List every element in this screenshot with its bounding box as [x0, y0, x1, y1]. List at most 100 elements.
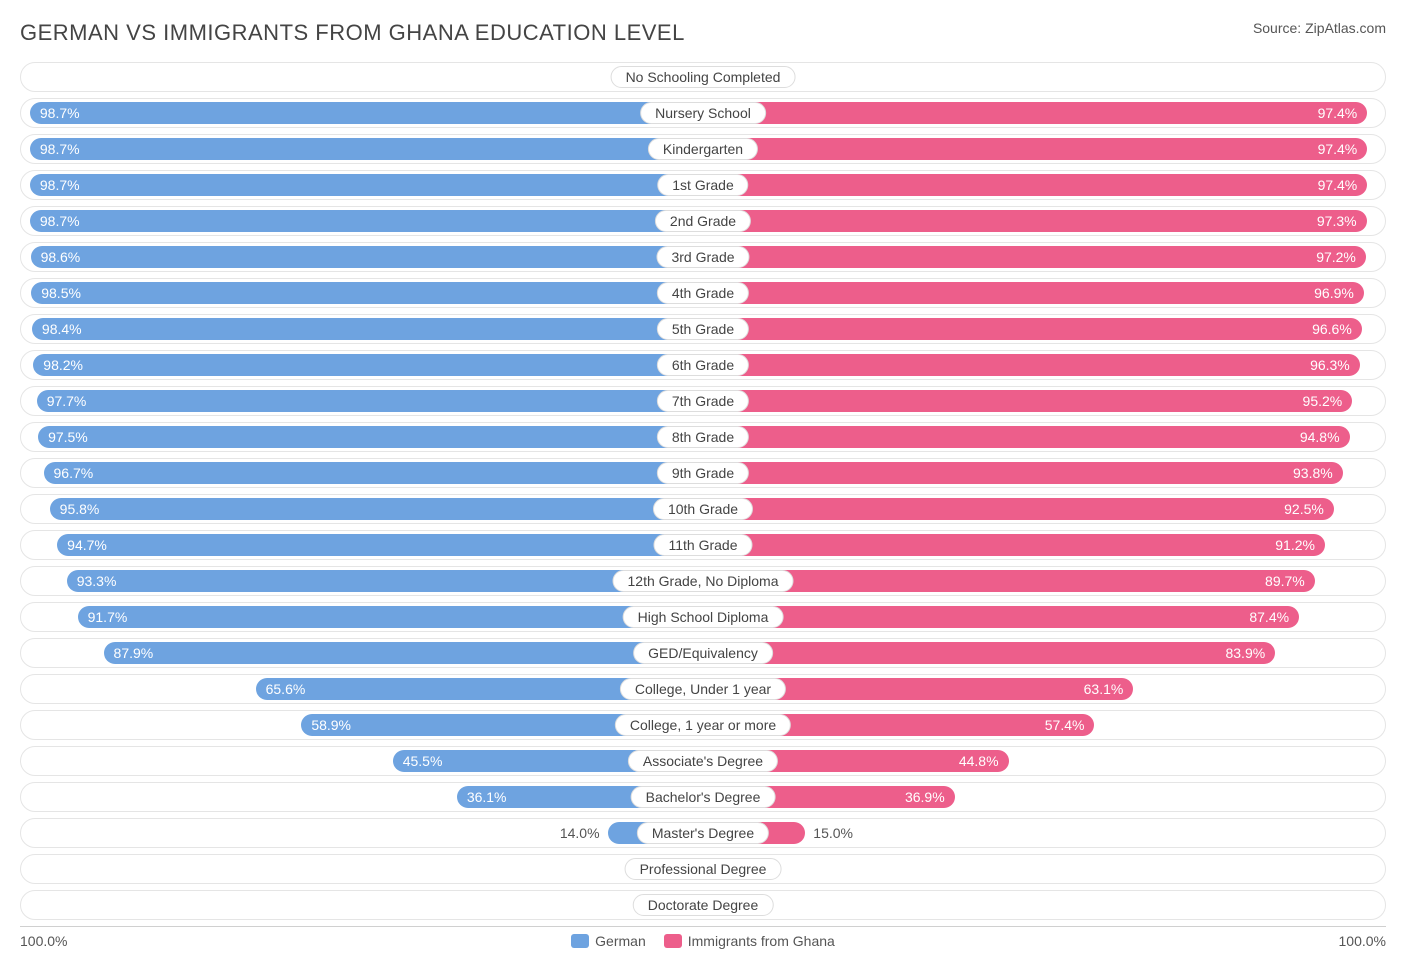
chart-row: 4.1%4.1%Professional Degree: [20, 854, 1386, 884]
bar-left: 98.7%: [30, 138, 703, 160]
value-left: 93.3%: [77, 573, 117, 589]
legend-label-ghana: Immigrants from Ghana: [688, 933, 835, 949]
category-label: 10th Grade: [653, 498, 753, 520]
category-label: 11th Grade: [653, 534, 752, 556]
value-right: 91.2%: [1275, 537, 1315, 553]
chart-title: GERMAN VS IMMIGRANTS FROM GHANA EDUCATIO…: [20, 20, 685, 46]
value-left: 98.7%: [40, 213, 80, 229]
value-right: 93.8%: [1293, 465, 1333, 481]
category-label: 3rd Grade: [656, 246, 749, 268]
value-left: 45.5%: [403, 753, 443, 769]
category-label: Nursery School: [640, 102, 766, 124]
legend-swatch-ghana: [664, 934, 682, 948]
axis-max-left: 100.0%: [20, 933, 80, 949]
chart-footer: 100.0% German Immigrants from Ghana 100.…: [20, 933, 1386, 949]
value-right: 87.4%: [1249, 609, 1289, 625]
value-right: 97.4%: [1318, 105, 1358, 121]
axis-rule: [20, 926, 1386, 927]
value-right: 83.9%: [1225, 645, 1265, 661]
bar-left: 93.3%: [67, 570, 703, 592]
chart-row: 36.1% 36.9% Bachelor's Degree: [20, 782, 1386, 812]
bar-right: 96.9%: [703, 282, 1364, 304]
chart-row: 98.7% 97.3% 2nd Grade: [20, 206, 1386, 236]
source-label: Source:: [1253, 20, 1301, 36]
value-left: 14.0%: [560, 825, 600, 841]
bar-left: 98.2%: [33, 354, 703, 376]
category-label: Master's Degree: [637, 822, 769, 844]
bar-left: 97.5%: [38, 426, 703, 448]
value-right: 36.9%: [905, 789, 945, 805]
value-right: 15.0%: [813, 825, 853, 841]
category-label: 9th Grade: [657, 462, 749, 484]
category-label: 6th Grade: [657, 354, 749, 376]
category-label: 2nd Grade: [655, 210, 751, 232]
value-right: 63.1%: [1084, 681, 1124, 697]
category-label: 5th Grade: [657, 318, 749, 340]
chart-row: 96.7% 93.8% 9th Grade: [20, 458, 1386, 488]
value-right: 96.6%: [1312, 321, 1352, 337]
chart-row: 45.5% 44.8% Associate's Degree: [20, 746, 1386, 776]
value-left: 87.9%: [114, 645, 154, 661]
chart-row: 95.8% 92.5% 10th Grade: [20, 494, 1386, 524]
category-label: Bachelor's Degree: [631, 786, 776, 808]
value-right: 95.2%: [1303, 393, 1343, 409]
diverging-bar-chart: 1.4%2.6%No Schooling Completed 98.7% 97.4%…: [20, 62, 1386, 920]
value-right: 92.5%: [1284, 501, 1324, 517]
bar-right: 95.2%: [703, 390, 1352, 412]
chart-row: 97.5%94.8%8th Grade: [20, 422, 1386, 452]
chart-row: 98.2% 96.3%6th Grade: [20, 350, 1386, 380]
value-right: 44.8%: [959, 753, 999, 769]
value-right: 97.4%: [1318, 177, 1358, 193]
bar-right: 97.4%: [703, 102, 1367, 124]
value-left: 94.7%: [67, 537, 107, 553]
bar-left: 96.7%: [44, 462, 703, 484]
bar-right: 96.6%: [703, 318, 1362, 340]
value-left: 98.6%: [41, 249, 81, 265]
chart-row: 98.5% 96.9%4th Grade: [20, 278, 1386, 308]
category-label: High School Diploma: [623, 606, 784, 628]
chart-row: 98.7% 97.4% Kindergarten: [20, 134, 1386, 164]
category-label: 1st Grade: [657, 174, 748, 196]
chart-row: 97.7%95.2%7th Grade: [20, 386, 1386, 416]
chart-row: 1.4%2.6%No Schooling Completed: [20, 62, 1386, 92]
bar-left: 98.6%: [31, 246, 703, 268]
category-label: GED/Equivalency: [633, 642, 773, 664]
value-left: 36.1%: [467, 789, 507, 805]
legend-item-german: German: [571, 933, 646, 949]
axis-max-right: 100.0%: [1326, 933, 1386, 949]
value-left: 98.2%: [43, 357, 83, 373]
value-right: 97.3%: [1317, 213, 1357, 229]
category-label: Kindergarten: [648, 138, 758, 160]
bar-right: 97.3%: [703, 210, 1367, 232]
category-label: No Schooling Completed: [611, 66, 796, 88]
chart-row: 94.7% 91.2% 11th Grade: [20, 530, 1386, 560]
legend: German Immigrants from Ghana: [571, 933, 835, 949]
chart-row: 1.8%1.8%Doctorate Degree: [20, 890, 1386, 920]
value-left: 98.7%: [40, 177, 80, 193]
chart-row: 98.7% 97.4% Nursery School: [20, 98, 1386, 128]
category-label: 4th Grade: [657, 282, 749, 304]
bar-left: 98.5%: [31, 282, 703, 304]
category-label: 8th Grade: [657, 426, 749, 448]
bar-right: 97.4%: [703, 174, 1367, 196]
value-left: 98.5%: [41, 285, 81, 301]
category-label: College, 1 year or more: [615, 714, 791, 736]
value-left: 98.7%: [40, 141, 80, 157]
value-right: 97.4%: [1318, 141, 1358, 157]
chart-source: Source: ZipAtlas.com: [1253, 20, 1386, 36]
legend-label-german: German: [595, 933, 646, 949]
bar-right: 93.8%: [703, 462, 1343, 484]
chart-header: GERMAN VS IMMIGRANTS FROM GHANA EDUCATIO…: [20, 20, 1386, 46]
bar-right: 96.3%: [703, 354, 1360, 376]
category-label: Associate's Degree: [628, 750, 778, 772]
bar-left: 91.7%: [78, 606, 703, 628]
bar-right: 87.4%: [703, 606, 1299, 628]
value-right: 89.7%: [1265, 573, 1305, 589]
bar-right: 94.8%: [703, 426, 1350, 448]
value-left: 97.7%: [47, 393, 87, 409]
bar-right: 97.2%: [703, 246, 1366, 268]
bar-left: 95.8%: [50, 498, 703, 520]
chart-row: 14.0% 15.0% Master's Degree: [20, 818, 1386, 848]
chart-row: 87.9% 83.9% GED/Equivalency: [20, 638, 1386, 668]
value-left: 98.7%: [40, 105, 80, 121]
